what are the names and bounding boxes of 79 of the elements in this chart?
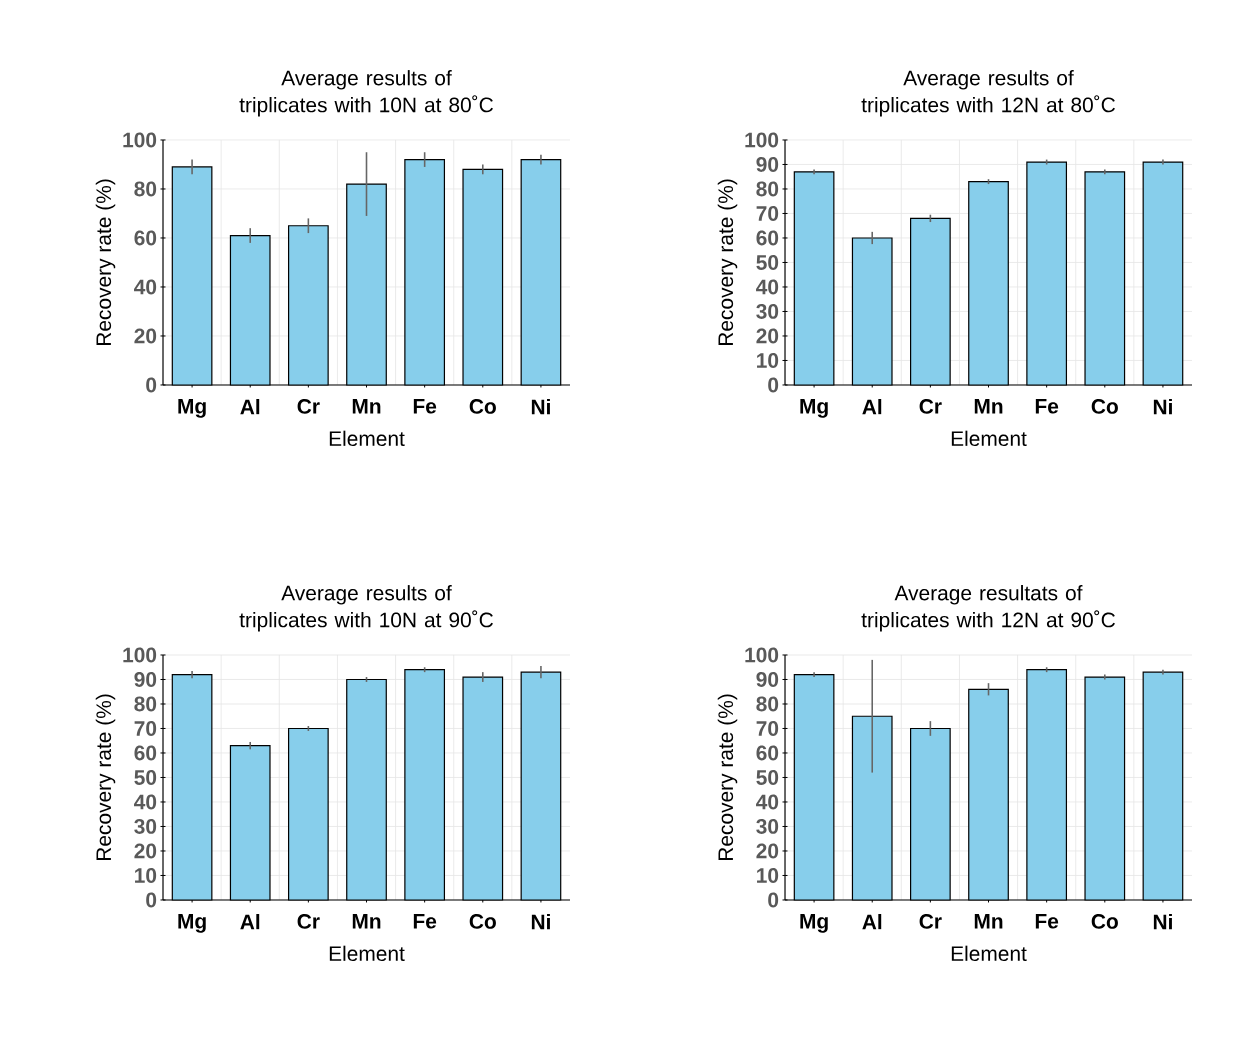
y-tick-label: 60 (756, 230, 779, 246)
y-tick-label: 80 (756, 696, 779, 712)
x-tick-label: Cr (297, 399, 320, 414)
x-tick-label: Co (1091, 399, 1118, 414)
x-tick-label: Mg (800, 399, 828, 418)
y-axis-title: Recovery rate (%) (95, 179, 116, 346)
y-tick-label: 90 (134, 672, 157, 687)
x-axis-title: Element (329, 945, 405, 962)
x-tick-label: Cr (297, 914, 320, 929)
y-tick-label: 20 (756, 328, 779, 344)
y-tick-label: 90 (756, 672, 779, 687)
x-tick-label: Mg (178, 914, 206, 933)
y-tick-label: 80 (756, 181, 779, 197)
chart-title: Average results of triplicates with 10N at 80˚C (239, 70, 493, 117)
y-tick-label: 30 (134, 819, 157, 834)
y-tick-label: 30 (756, 819, 779, 834)
y-axis-title: Recovery rate (%) (95, 694, 116, 861)
y-tick-label: 100 (123, 647, 157, 663)
y-tick-label: 100 (745, 647, 779, 663)
y-tick-label: 30 (756, 304, 779, 319)
y-tick-label: 20 (134, 328, 157, 344)
x-tick-label: Al (862, 914, 882, 930)
y-tick-label: 100 (745, 132, 779, 148)
y-tick-label: 70 (756, 206, 779, 221)
x-axis-title: Element (951, 945, 1027, 962)
y-tick-label: 0 (146, 377, 157, 393)
y-tick-label: 70 (134, 721, 157, 736)
y-axis-title: Recovery rate (%) (717, 694, 738, 861)
x-tick-label: Ni (531, 399, 550, 415)
y-tick-label: 40 (134, 794, 157, 810)
y-tick-label: 40 (756, 794, 779, 810)
x-axis-title: Element (329, 430, 405, 447)
chart-title: Average results of triplicates with 10N at 90˚C (239, 585, 493, 632)
y-tick-label: 90 (756, 157, 779, 172)
y-tick-label: 80 (134, 181, 157, 197)
y-tick-label: 100 (123, 132, 157, 148)
x-tick-label: Mg (800, 914, 828, 933)
x-tick-label: Ni (531, 914, 550, 930)
y-tick-label: 60 (134, 230, 157, 246)
y-tick-label: 80 (134, 696, 157, 712)
y-tick-label: 50 (756, 255, 779, 270)
x-tick-label: Mn (974, 399, 1003, 414)
x-tick-label: Al (240, 399, 260, 415)
x-tick-label: Cr (919, 914, 942, 929)
x-tick-label: Fe (413, 399, 437, 414)
y-tick-label: 60 (756, 745, 779, 761)
y-tick-label: 10 (757, 868, 779, 883)
x-tick-label: Co (469, 914, 496, 929)
x-tick-label: Ni (1153, 914, 1172, 930)
x-tick-label: Fe (1035, 914, 1059, 929)
chart-title: Average resultats of triplicates with 12N at 90˚C (861, 585, 1115, 632)
y-tick-label: 50 (756, 770, 779, 785)
y-tick-label: 0 (768, 377, 779, 393)
x-tick-label: Mg (178, 399, 206, 418)
x-tick-label: Al (862, 399, 882, 415)
y-tick-label: 50 (134, 770, 157, 785)
y-tick-label: 40 (756, 279, 779, 295)
x-tick-label: Mn (352, 914, 381, 929)
y-tick-label: 10 (757, 353, 779, 368)
y-tick-label: 0 (146, 892, 157, 908)
x-tick-label: Al (240, 914, 260, 930)
x-tick-label: Fe (413, 914, 437, 929)
x-tick-label: Mn (974, 914, 1003, 929)
x-tick-label: Mn (352, 399, 381, 414)
y-tick-label: 20 (756, 843, 779, 859)
y-axis-title: Recovery rate (%) (717, 179, 738, 346)
x-tick-label: Fe (1035, 399, 1059, 414)
chart-title: Average results of triplicates with 12N at 80˚C (861, 70, 1115, 117)
x-tick-label: Ni (1153, 399, 1172, 415)
y-tick-label: 70 (756, 721, 779, 736)
x-axis-title: Element (951, 430, 1027, 447)
y-tick-label: 40 (134, 279, 157, 295)
x-tick-label: Co (1091, 914, 1118, 929)
y-tick-label: 60 (134, 745, 157, 761)
y-tick-label: 10 (135, 868, 157, 883)
y-tick-label: 0 (768, 892, 779, 908)
y-tick-label: 20 (134, 843, 157, 859)
x-tick-label: Cr (919, 399, 942, 414)
x-tick-label: Co (469, 399, 496, 414)
